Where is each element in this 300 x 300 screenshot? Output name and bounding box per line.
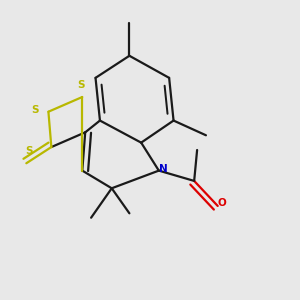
Text: S: S — [26, 146, 33, 157]
Text: O: O — [218, 198, 226, 208]
Text: N: N — [159, 164, 168, 174]
Text: S: S — [77, 80, 85, 90]
Text: S: S — [32, 105, 39, 115]
